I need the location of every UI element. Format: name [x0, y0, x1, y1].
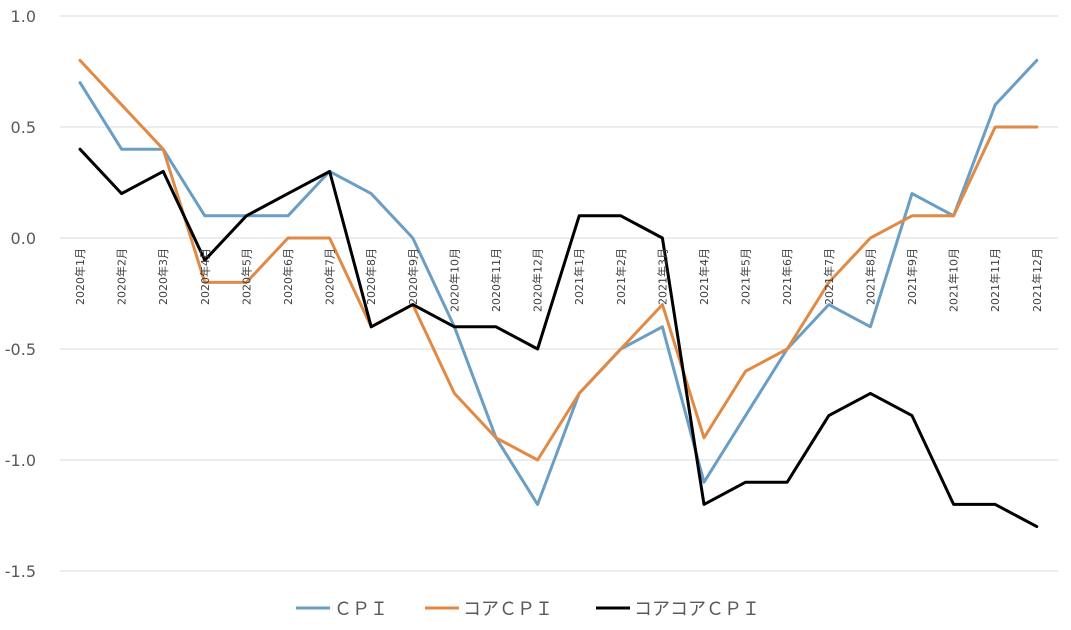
x-tick-label: 2021年5月 [739, 248, 753, 305]
x-tick-label: 2020年5月 [239, 248, 253, 305]
x-tick-label: 2021年3月 [655, 248, 669, 305]
x-tick-label: 2020年7月 [323, 248, 337, 305]
y-tick-label: -0.5 [5, 340, 36, 359]
x-tick-label: 2020年9月 [406, 248, 420, 305]
x-tick-label: 2021年10月 [947, 248, 961, 312]
x-axis-ticks: 2020年1月 2020年2月 2020年3月 2020年4月 2020年5月 2020年… [73, 248, 1044, 312]
x-tick-label: 2021年12月 [1030, 248, 1044, 312]
x-tick-label: 2020年11月 [489, 248, 503, 312]
legend-label: ＣＰＩ [334, 599, 388, 620]
x-tick-label: 2021年6月 [780, 248, 794, 305]
x-tick-label: 2021年11月 [988, 248, 1002, 312]
series-line-3 [78, 147, 1039, 529]
y-tick-label: -1.5 [5, 562, 36, 581]
y-tick-label: 0.5 [11, 118, 36, 137]
x-tick-label: 2020年3月 [156, 248, 170, 305]
y-tick-label: 1.0 [11, 7, 36, 26]
x-tick-label: 2020年1月 [73, 248, 87, 305]
legend-label: コアコアＣＰＩ [634, 599, 760, 620]
x-tick-label: 2021年4月 [697, 248, 711, 305]
x-tick-label: 2020年12月 [531, 248, 545, 312]
y-tick-label: 0.0 [11, 229, 36, 248]
legend: ＣＰＩ コアＣＰＩ コアコアＣＰＩ [296, 599, 760, 620]
x-tick-label: 2021年2月 [614, 248, 628, 305]
x-tick-label: 2020年10月 [447, 248, 461, 312]
x-tick-label: 2021年1月 [572, 248, 586, 305]
x-tick-label: 2021年7月 [822, 248, 836, 305]
x-tick-label: 2021年9月 [905, 248, 919, 305]
x-tick-label: 2021年8月 [863, 248, 877, 305]
x-tick-label: 2020年4月 [198, 248, 212, 305]
y-tick-label: -1.0 [5, 451, 36, 470]
series-line-2 [78, 58, 1039, 462]
x-tick-label: 2020年2月 [115, 248, 129, 305]
x-tick-label: 2020年8月 [364, 248, 378, 305]
series-lines [78, 58, 1039, 529]
legend-label: コアＣＰＩ [463, 599, 553, 620]
y-axis-ticks: 1.0 0.5 0.0 -0.5 -1.0 -1.5 [5, 7, 36, 581]
series-line-1 [78, 58, 1039, 506]
x-tick-label: 2020年6月 [281, 248, 295, 305]
